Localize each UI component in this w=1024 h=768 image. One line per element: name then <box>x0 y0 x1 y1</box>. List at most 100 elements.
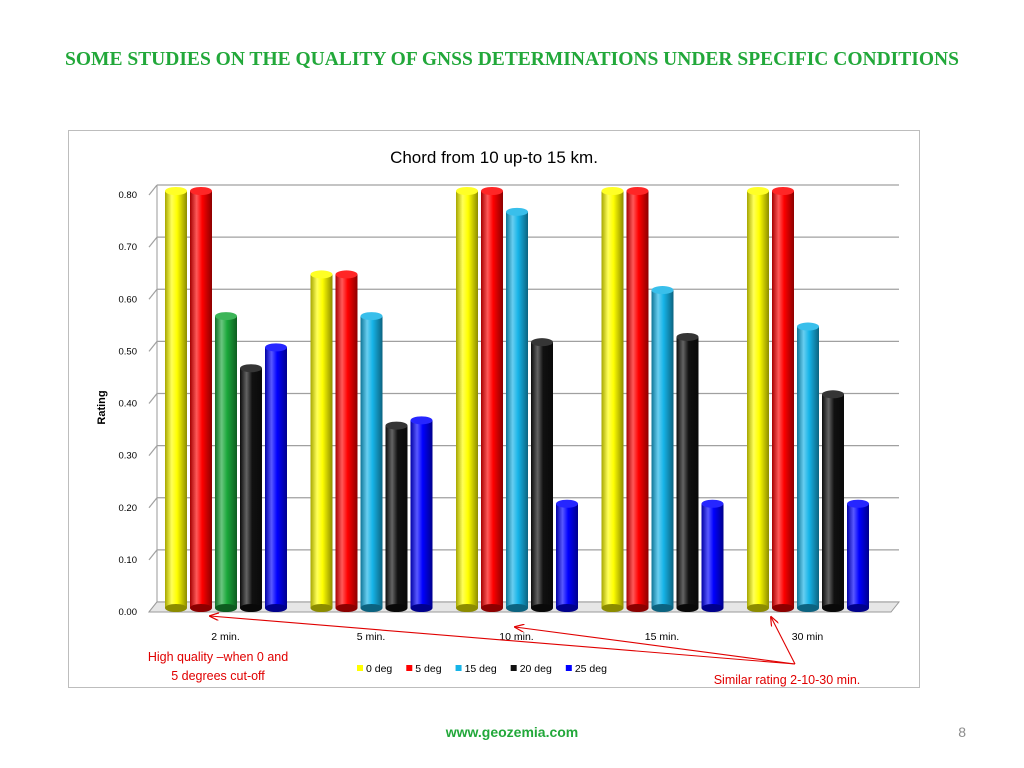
gridline-depth <box>148 393 158 404</box>
bar-cap <box>310 270 333 279</box>
bar-base <box>651 604 674 612</box>
y-tick-label: 0.80 <box>119 190 138 201</box>
bar-base <box>747 604 769 612</box>
bar-cap <box>335 270 358 279</box>
legend-label: 20 deg <box>520 663 552 675</box>
gridline-depth <box>148 184 158 196</box>
annotation-arrow <box>210 616 796 665</box>
chart-title: Chord from 10 up-to 15 km. <box>390 148 598 167</box>
y-axis-label: Rating <box>96 390 108 424</box>
bar-body <box>797 326 819 608</box>
bar-base <box>410 604 433 612</box>
gridline-depth <box>148 236 158 248</box>
bar-cap <box>481 187 503 195</box>
bar <box>360 312 383 612</box>
bar-body <box>335 274 358 608</box>
annotation-high-quality-text: High quality –when 0 and 5 degrees cut-of… <box>148 650 288 683</box>
bar-cap <box>360 312 383 321</box>
bar-cap <box>847 499 869 508</box>
legend-label: 0 deg <box>366 663 392 675</box>
bar <box>506 207 528 612</box>
bar-base <box>531 604 553 612</box>
bar-cap <box>747 187 769 195</box>
gridline-depth <box>148 497 158 509</box>
bar <box>190 187 212 612</box>
bar-body <box>456 191 478 608</box>
bar-body <box>822 394 844 608</box>
bar-base <box>481 604 503 612</box>
bar <box>822 390 844 612</box>
slide-title: SOME STUDIES ON THE QUALITY OF GNSS DETE… <box>65 49 959 70</box>
bar <box>335 270 358 612</box>
bar-cap <box>556 499 578 508</box>
annotation-similar-rating: Similar rating 2-10-30 min. <box>714 673 861 687</box>
bar-base <box>360 604 383 612</box>
annotation-high-quality: High quality –when 0 and 5 degrees cut-of… <box>148 650 288 683</box>
bar-body <box>556 503 578 608</box>
bar-body <box>410 420 433 608</box>
bar <box>747 187 769 612</box>
bar-base <box>190 604 212 612</box>
bar-base <box>240 604 262 612</box>
bar-base <box>797 604 819 612</box>
x-tick-label: 5 min. <box>357 631 386 643</box>
bar-chart: Chord from 10 up-to 15 km. 0.00 0.10 0.20 0.… <box>96 148 901 687</box>
legend-swatch <box>406 665 413 671</box>
bar-cap <box>385 421 408 430</box>
bar-body <box>676 336 699 608</box>
bar-cap <box>651 286 674 295</box>
bar <box>385 421 408 612</box>
bar <box>240 364 262 612</box>
bar-cap <box>701 499 724 508</box>
bar <box>626 187 649 612</box>
bar-base <box>626 604 649 612</box>
bar <box>797 322 819 612</box>
bar <box>847 499 869 612</box>
bar <box>215 312 237 612</box>
bar-body <box>310 274 333 608</box>
bar-cap <box>456 187 478 195</box>
bar-body <box>240 368 262 608</box>
bar-base <box>601 604 624 612</box>
bar-body <box>385 425 408 608</box>
bar-body <box>506 211 528 608</box>
legend-label: 25 deg <box>575 663 607 675</box>
bar-cap <box>506 207 528 216</box>
bar <box>265 343 287 612</box>
bar-cap <box>190 187 212 195</box>
gridline-depth <box>148 341 158 352</box>
bar-cap <box>240 364 262 373</box>
page-number: 8 <box>958 724 966 740</box>
bar-body <box>215 316 237 608</box>
bar-base <box>165 604 187 612</box>
bar-body <box>360 316 383 608</box>
bar-body <box>165 191 187 608</box>
bar-cap <box>265 343 287 352</box>
y-tick-label: 0.10 <box>119 555 138 566</box>
legend-swatch <box>510 665 517 671</box>
y-tick-label: 0.50 <box>119 346 138 357</box>
bar-body <box>481 191 503 608</box>
bar <box>310 270 333 612</box>
bar-cap <box>797 322 819 331</box>
legend-label: 15 deg <box>465 663 497 675</box>
bar-cap <box>601 187 624 195</box>
bar <box>165 187 187 612</box>
y-tick-label: 0.30 <box>119 451 138 462</box>
bar <box>701 499 724 612</box>
footer-url[interactable]: www.geozemia.com <box>445 724 579 740</box>
bar-cap <box>676 332 699 341</box>
bar <box>456 187 478 612</box>
y-tick-label: 0.60 <box>119 294 138 305</box>
bar <box>481 187 503 612</box>
bar-body <box>265 347 287 608</box>
gridline-depth <box>148 549 158 561</box>
gridline-depth <box>148 288 158 300</box>
annotation-arrow <box>515 627 796 665</box>
y-tick-label: 0.20 <box>119 503 138 514</box>
bar-base <box>772 604 794 612</box>
bar-cap <box>531 338 553 347</box>
bar-body <box>747 191 769 608</box>
bar-body <box>626 191 649 608</box>
y-tick-label: 0.40 <box>119 399 138 410</box>
